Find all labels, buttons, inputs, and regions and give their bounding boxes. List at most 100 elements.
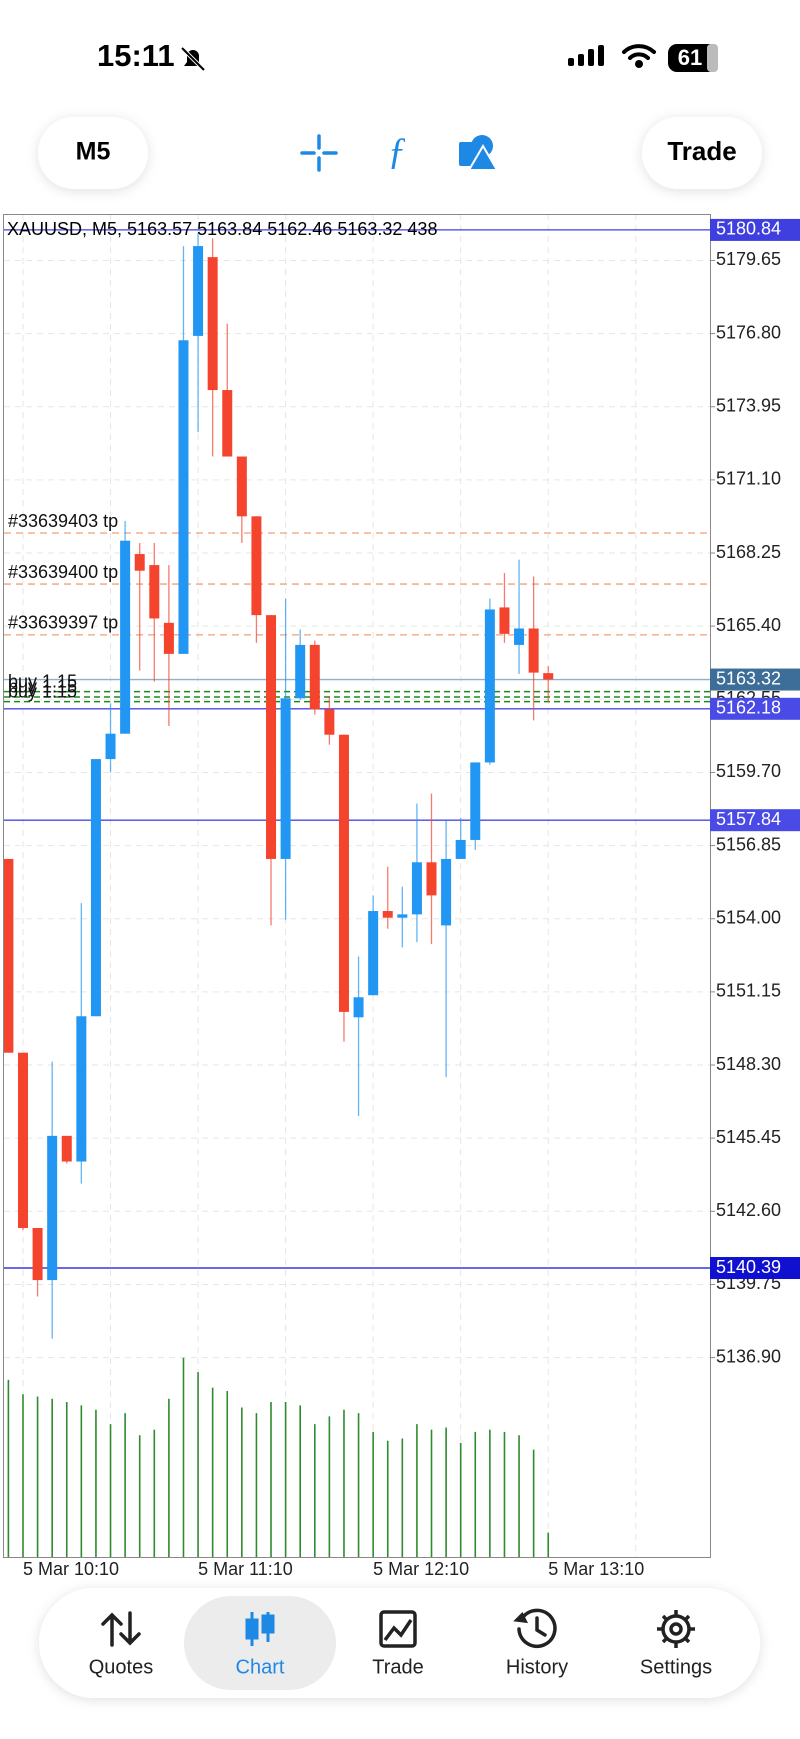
tab-label[interactable]: History — [506, 1656, 568, 1678]
x-tick-label: 5 Mar 10:10 — [23, 1559, 119, 1579]
tab-bar — [39, 1588, 760, 1698]
price-tag — [710, 697, 800, 720]
candle-body — [338, 734, 349, 1012]
candle-body — [222, 390, 233, 457]
crosshair-icon[interactable] — [300, 134, 338, 172]
candle-body — [499, 607, 510, 634]
price-tag-label: 5163.32 — [716, 668, 781, 688]
candle-body — [543, 673, 554, 680]
candle-body — [368, 911, 379, 996]
order-label: #33639400 tp — [8, 562, 118, 582]
candle-body — [251, 516, 262, 616]
timeframe-button[interactable] — [38, 117, 148, 189]
y-tick-label: 5136.90 — [716, 1346, 781, 1366]
price-tag-label: 5162.18 — [716, 698, 781, 718]
y-tick-label: 5165.40 — [716, 615, 781, 635]
battery-empty — [707, 44, 718, 72]
plot-area — [4, 215, 710, 1557]
y-tick-label: 5154.00 — [716, 907, 781, 927]
x-tick-label: 5 Mar 11:10 — [198, 1559, 293, 1579]
tab-label[interactable]: Quotes — [89, 1656, 153, 1678]
candle-body — [61, 1135, 72, 1162]
candle-body — [426, 862, 437, 896]
close: 5163.32 — [337, 219, 402, 239]
candle-body — [353, 997, 364, 1018]
tab-labels: Quotes Chart Trade History Settings — [89, 1656, 712, 1678]
price-tag-label: 5140.39 — [716, 1257, 781, 1277]
wifi-icon — [622, 44, 656, 68]
y-tick-label: 5176.80 — [716, 322, 781, 342]
position-label: buy 1.15 — [8, 681, 77, 701]
candle-body — [309, 644, 320, 710]
candle-body — [236, 456, 247, 517]
settings-icon[interactable] — [657, 1610, 695, 1648]
tab-label[interactable]: Trade — [372, 1656, 424, 1678]
active-tab-bg — [184, 1596, 336, 1690]
volume: 438 — [407, 219, 437, 239]
chart: 5179.65 5176.80 5173.95 5171.10 5168.25 5165.… — [4, 215, 800, 1579]
y-tick-label: 5145.45 — [716, 1127, 781, 1147]
candle-body — [17, 1052, 28, 1228]
tab-label[interactable]: Settings — [640, 1656, 712, 1678]
candle-body — [32, 1227, 43, 1281]
y-tick-label: 5179.65 — [716, 249, 781, 269]
objects-icon[interactable] — [459, 135, 499, 171]
open: 5163.57 — [127, 219, 192, 239]
candle-body — [411, 862, 422, 915]
candle-body — [470, 762, 481, 840]
chart-frame — [3, 214, 711, 1558]
y-tick-label: 5151.15 — [716, 981, 781, 1001]
trade-button[interactable] — [642, 117, 762, 189]
candle-body — [441, 858, 452, 926]
timeframe-label[interactable]: M5 — [76, 138, 111, 166]
price-tag — [710, 1257, 800, 1280]
candle-body — [266, 615, 277, 859]
y-tick-label: 5171.10 — [716, 469, 781, 489]
order-label: #33639397 tp — [8, 613, 118, 633]
trade-button-label[interactable]: Trade — [667, 136, 736, 166]
candle-body — [76, 1016, 87, 1162]
candle-body — [90, 759, 101, 1017]
high: 5163.84 — [197, 219, 262, 239]
y-tick-label: 5159.70 — [716, 761, 781, 781]
candle-body — [47, 1135, 58, 1281]
candle-body — [4, 858, 14, 1053]
price-tag-label: 5180.84 — [716, 219, 781, 239]
history-icon[interactable] — [513, 1608, 557, 1649]
candle-body — [120, 540, 131, 734]
candle-body — [178, 340, 189, 654]
tab-label[interactable]: Chart — [236, 1656, 285, 1678]
battery-level: 61 — [678, 45, 702, 70]
candle-body — [295, 644, 306, 699]
order-label: #33639403 tp — [8, 511, 118, 531]
candle-body — [134, 554, 145, 571]
candle-body — [207, 257, 218, 391]
chart-icon[interactable] — [245, 1612, 275, 1646]
candle-body — [484, 609, 495, 763]
clock: 15:11 — [97, 38, 175, 73]
y-tick-label: 5148.30 — [716, 1054, 781, 1074]
price-tag — [710, 218, 800, 241]
symbol: XAUUSD, M5, — [7, 219, 122, 239]
y-tick-label: 5173.95 — [716, 395, 781, 415]
low: 5162.46 — [267, 219, 332, 239]
chart-header: XAUUSD, M5, 5163.57 5163.84 5162.46 5163… — [7, 219, 437, 239]
indicators-icon[interactable]: ƒ — [388, 131, 407, 173]
quotes-icon[interactable] — [101, 1611, 141, 1647]
candle-body — [455, 839, 466, 859]
x-tick-label: 5 Mar 12:10 — [373, 1559, 469, 1579]
candle-body — [528, 628, 539, 673]
trade-icon[interactable] — [379, 1610, 417, 1648]
candle-body — [324, 709, 335, 735]
price-tag — [710, 668, 800, 691]
candle-body — [514, 628, 525, 645]
candle-body — [193, 246, 204, 336]
candle-body — [382, 911, 393, 918]
candle-body — [163, 622, 174, 654]
position-label: buy 1.15 — [8, 677, 77, 697]
price-tag — [710, 809, 800, 832]
y-tick-label: 5156.85 — [716, 834, 781, 854]
signal-icon — [568, 45, 604, 66]
